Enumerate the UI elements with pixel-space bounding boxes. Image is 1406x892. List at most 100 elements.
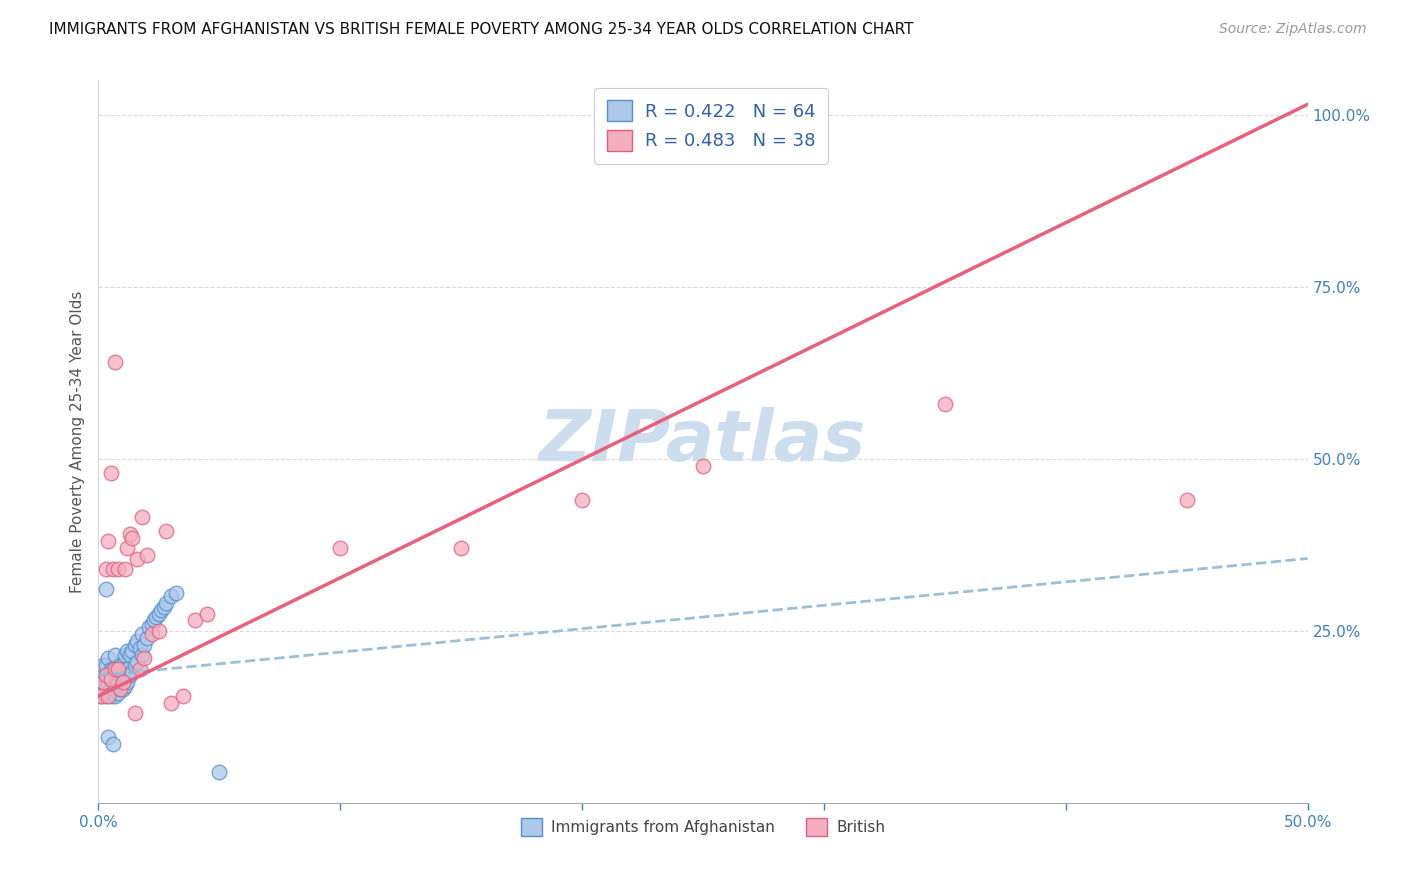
Point <box>127 634 149 648</box>
Point <box>121 644 143 658</box>
Point <box>94 562 117 576</box>
Point <box>100 672 122 686</box>
Point <box>124 658 146 673</box>
Point <box>108 682 131 697</box>
Point <box>94 668 117 682</box>
Point <box>118 527 141 541</box>
Point <box>97 731 120 745</box>
Point <box>104 662 127 676</box>
Point <box>107 662 129 676</box>
Point <box>1175 493 1198 508</box>
Point <box>143 614 166 628</box>
Point <box>117 675 139 690</box>
Point <box>118 668 141 682</box>
Point <box>128 640 150 655</box>
Point <box>97 686 120 700</box>
Point <box>121 665 143 679</box>
Point <box>117 541 139 556</box>
Point <box>104 668 127 682</box>
Point <box>104 679 127 693</box>
Point <box>97 675 120 690</box>
Point <box>90 689 112 703</box>
Point <box>141 627 163 641</box>
Point <box>97 534 120 549</box>
Point <box>104 689 127 703</box>
Point <box>127 551 149 566</box>
Point <box>91 675 114 690</box>
Point <box>128 662 150 676</box>
Point <box>134 638 156 652</box>
Text: Source: ZipAtlas.com: Source: ZipAtlas.com <box>1219 22 1367 37</box>
Point <box>107 686 129 700</box>
Point <box>108 658 131 673</box>
Point <box>100 672 122 686</box>
Point <box>111 672 134 686</box>
Legend: Immigrants from Afghanistan, British: Immigrants from Afghanistan, British <box>515 813 891 842</box>
Point <box>148 607 170 621</box>
Point <box>117 644 139 658</box>
Point <box>94 658 117 673</box>
Point <box>195 607 218 621</box>
Point <box>135 548 157 562</box>
Point <box>118 648 141 662</box>
Point <box>114 562 136 576</box>
Point <box>91 668 114 682</box>
Point <box>107 675 129 690</box>
Y-axis label: Female Poverty Among 25-34 Year Olds: Female Poverty Among 25-34 Year Olds <box>70 291 86 592</box>
Point <box>131 648 153 662</box>
Point <box>117 662 139 676</box>
Point <box>160 590 183 604</box>
Point <box>94 679 117 693</box>
Point <box>121 531 143 545</box>
Point <box>114 648 136 662</box>
Point <box>108 668 131 682</box>
Point <box>124 706 146 721</box>
Point <box>127 655 149 669</box>
Point <box>111 682 134 697</box>
Point <box>152 599 174 614</box>
Point <box>100 662 122 676</box>
Point <box>692 458 714 473</box>
Point <box>100 682 122 697</box>
Point <box>114 679 136 693</box>
Point <box>150 603 173 617</box>
Point <box>90 675 112 690</box>
Point <box>94 689 117 703</box>
Point <box>155 596 177 610</box>
Point <box>111 675 134 690</box>
Point <box>141 616 163 631</box>
Point <box>107 562 129 576</box>
Point <box>107 662 129 676</box>
Point <box>94 582 117 597</box>
Point <box>108 682 131 697</box>
Point <box>934 397 956 411</box>
Point <box>160 696 183 710</box>
Point <box>101 662 124 676</box>
Point <box>450 541 472 556</box>
Point <box>135 631 157 645</box>
Point <box>329 541 352 556</box>
Point <box>97 651 120 665</box>
Point <box>101 686 124 700</box>
Point <box>172 689 194 703</box>
Point <box>100 689 122 703</box>
Point <box>101 562 124 576</box>
Point <box>148 624 170 638</box>
Point <box>94 668 117 682</box>
Text: ZIPatlas: ZIPatlas <box>540 407 866 476</box>
Point <box>184 614 207 628</box>
Point <box>124 638 146 652</box>
Text: IMMIGRANTS FROM AFGHANISTAN VS BRITISH FEMALE POVERTY AMONG 25-34 YEAR OLDS CORR: IMMIGRANTS FROM AFGHANISTAN VS BRITISH F… <box>49 22 914 37</box>
Point <box>571 493 593 508</box>
Point <box>91 658 114 673</box>
Point <box>97 689 120 703</box>
Point <box>138 620 160 634</box>
Point <box>101 675 124 690</box>
Point <box>131 510 153 524</box>
Point <box>165 586 187 600</box>
Point <box>208 764 231 779</box>
Point <box>134 651 156 665</box>
Point <box>104 355 127 369</box>
Point <box>100 466 122 480</box>
Point <box>90 689 112 703</box>
